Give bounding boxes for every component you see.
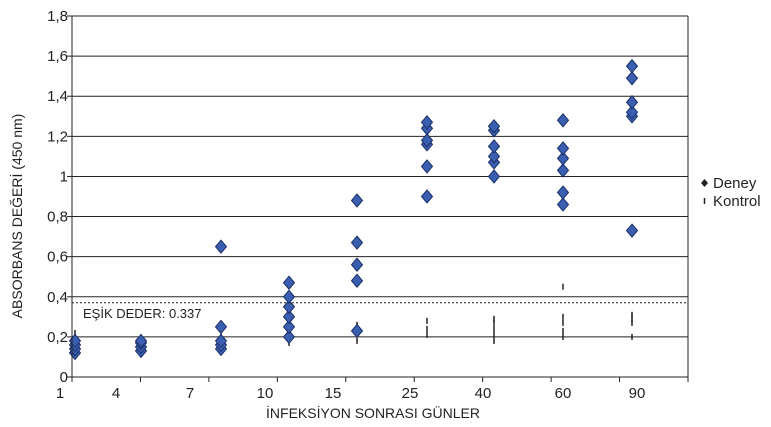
y-tick-label: 0: [60, 369, 68, 386]
y-tick-label: 1,6: [47, 48, 68, 65]
legend-deney-label: Deney: [713, 175, 757, 192]
x-tick-label: 7: [186, 385, 194, 402]
deney-series: [68, 58, 639, 361]
x-tick-label: 25: [402, 385, 419, 402]
grid-lines: [72, 15, 688, 338]
deney-point: [350, 273, 364, 289]
x-tick-label: 10: [257, 385, 274, 402]
deney-point: [487, 139, 501, 154]
y-tick-label: 1,8: [47, 8, 68, 25]
deney-point: [214, 319, 228, 335]
deney-point: [350, 235, 364, 250]
legend-kontrol-label: Kontrol: [713, 193, 761, 210]
deney-point: [420, 189, 434, 204]
y-tick-label: 0,8: [47, 209, 68, 226]
axes: [67, 15, 689, 382]
x-axis-label: İNFEKSİYON SONRASI GÜNLER: [266, 404, 480, 421]
deney-point: [556, 113, 570, 128]
deney-point: [282, 275, 296, 291]
deney-point: [282, 329, 296, 345]
deney-point: [487, 169, 501, 184]
y-tick-label: 0,2: [47, 329, 68, 346]
threshold-label: EŞİK DEDER: 0.337: [83, 306, 202, 321]
deney-point: [556, 185, 570, 200]
deney-point: [282, 309, 296, 325]
deney-point: [625, 223, 639, 238]
deney-point: [420, 159, 434, 174]
deney-point: [282, 299, 296, 315]
deney-point: [350, 323, 364, 339]
y-tick-label: 1,4: [47, 88, 68, 105]
deney-point: [350, 257, 364, 272]
x-tick-label: 90: [629, 385, 646, 402]
deney-point: [214, 239, 228, 254]
y-tick-label: 0,6: [47, 249, 68, 266]
deney-point: [282, 319, 296, 335]
deney-point: [625, 94, 639, 110]
deney-point: [420, 133, 434, 148]
deney-point: [487, 119, 501, 134]
y-tick-label: 0,4: [47, 289, 68, 306]
x-tick-label: 15: [325, 385, 342, 402]
deney-point: [556, 141, 570, 156]
x-tick-label: 40: [475, 385, 492, 402]
deney-point: [487, 149, 501, 164]
deney-point: [214, 333, 228, 349]
deney-point: [556, 163, 570, 178]
deney-point: [282, 289, 296, 305]
legend-deney-marker: [701, 179, 708, 187]
y-tick-label: 1,2: [47, 128, 68, 145]
x-tick-label: 60: [555, 385, 572, 402]
x-tick-labels: 1 4 7 10 15 25 40 60 90: [56, 385, 646, 402]
x-tick-label: 4: [112, 385, 120, 402]
legend: Deney Kontrol: [701, 175, 761, 210]
deney-point: [420, 115, 434, 130]
x-tick-label: 1: [56, 385, 64, 402]
deney-point: [625, 58, 639, 74]
deney-point: [556, 197, 570, 212]
deney-point: [625, 104, 639, 120]
y-tick-label: 1: [60, 168, 68, 185]
y-axis-label: ABSORBANS DEĞERİ (450 nm): [8, 114, 25, 319]
deney-point: [134, 333, 148, 349]
deney-point: [625, 70, 639, 86]
y-tick-labels: 0 0,2 0,4 0,6 0,8 1 1,2 1,4 1,6 1,8: [47, 8, 68, 386]
deney-point: [556, 151, 570, 166]
deney-point: [350, 193, 364, 208]
